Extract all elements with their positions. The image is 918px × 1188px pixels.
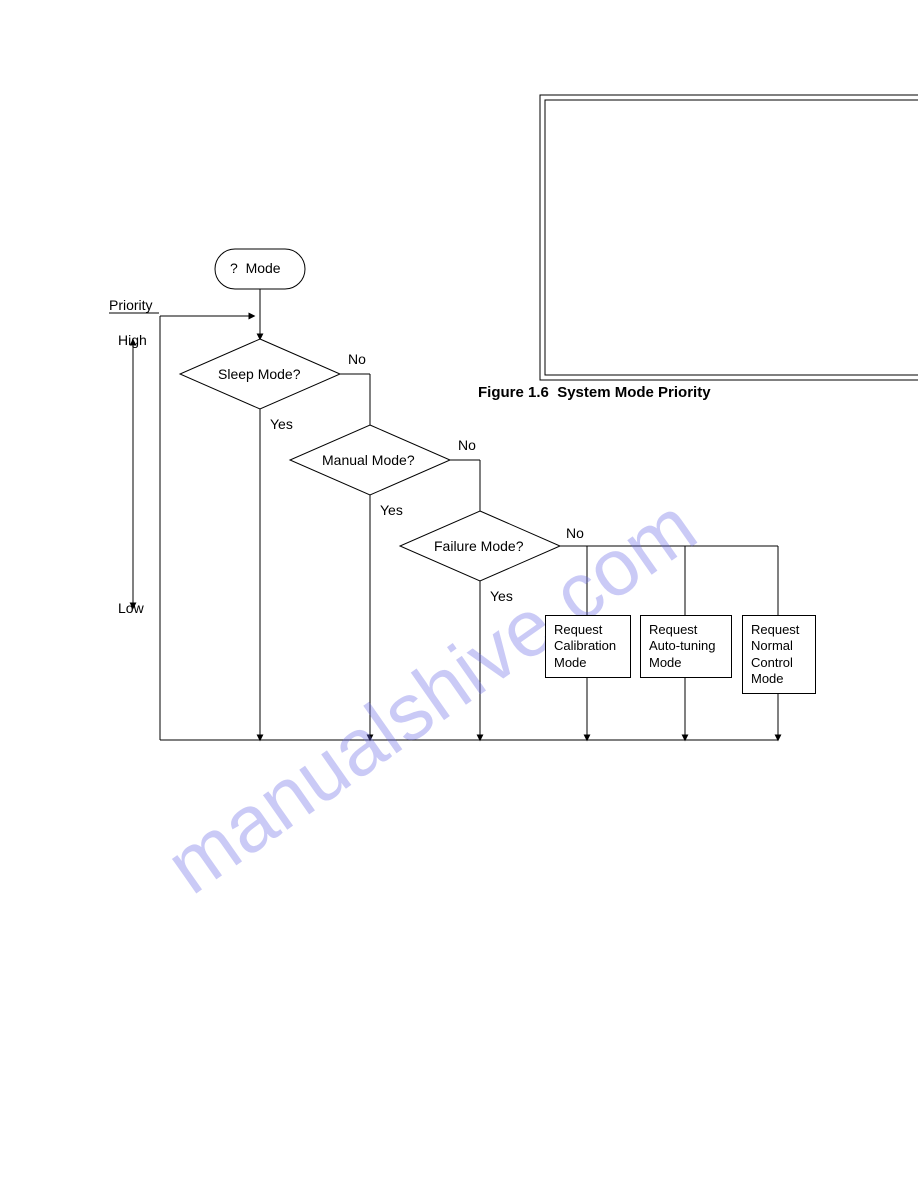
d2-no: No [458,437,476,453]
box3-l1: Request [751,622,799,637]
box3-l3: Control [751,655,793,670]
priority-label: Priority [109,297,153,313]
d2-yes: Yes [380,502,403,518]
box2-l3: Mode [649,655,682,670]
d3-yes: Yes [490,588,513,604]
d1-no: No [348,351,366,367]
box3-l4: Mode [751,671,784,686]
flowchart-svg [0,0,918,1188]
request-autotune-box: Request Auto-tuning Mode [640,615,732,678]
d3-no: No [566,525,584,541]
priority-high: High [118,332,147,348]
d1-text: Sleep Mode? [218,366,301,382]
box1-l2: Calibration [554,638,616,653]
priority-low: Low [118,600,144,616]
box1-l1: Request [554,622,602,637]
start-label: ? Mode [230,260,281,276]
d2-text: Manual Mode? [322,452,415,468]
box2-l1: Request [649,622,697,637]
request-normal-box: Request Normal Control Mode [742,615,816,694]
d3-text: Failure Mode? [434,538,524,554]
request-calibration-box: Request Calibration Mode [545,615,631,678]
d1-yes: Yes [270,416,293,432]
figure-title: Figure 1.6 System Mode Priority [478,384,711,401]
box3-l2: Normal [751,638,793,653]
corner-frame [540,95,918,380]
box1-l3: Mode [554,655,587,670]
box2-l2: Auto-tuning [649,638,716,653]
